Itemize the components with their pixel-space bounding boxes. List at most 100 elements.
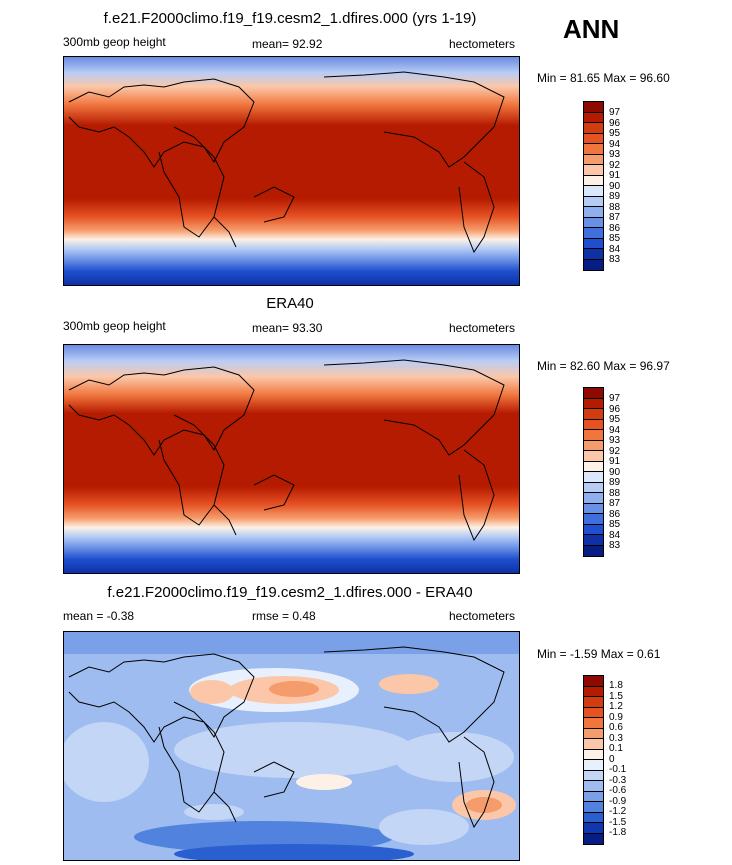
colorbar-obs-seg — [584, 493, 603, 504]
colorbar-obs-seg — [584, 524, 603, 535]
colorbar-obs-seg — [584, 472, 603, 483]
panel-mean-obs: mean= 93.30 — [252, 321, 323, 335]
colorbar-diff-seg — [584, 739, 603, 750]
colorbar-diff-labels: 1.8 1.5 1.2 0.9 0.6 0.3 0.1 0 -0.1 -0.3 … — [609, 680, 627, 839]
colorbar-obs-seg — [584, 388, 603, 399]
colorbar-diff-seg — [584, 791, 603, 802]
colorbar-label: 87 — [609, 212, 621, 223]
colorbar-label: 0 — [609, 753, 615, 765]
colorbar-obs-labels: 97 96 95 94 93 92 91 90 89 88 87 86 85 8… — [609, 393, 621, 552]
colorbar-label: 89 — [609, 191, 621, 202]
colorbar-model-seg — [584, 112, 603, 123]
map-obs — [63, 344, 520, 574]
colorbar-label: 95 — [609, 128, 621, 139]
colorbar-model-seg — [584, 133, 603, 144]
colorbar-label: 83 — [609, 254, 621, 265]
colorbar-label: 85 — [609, 519, 621, 530]
colorbar-label: 88 — [609, 487, 621, 499]
colorbar-label: 0.9 — [609, 711, 623, 723]
colorbar-diff-seg — [584, 697, 603, 708]
map-obs-field — [64, 345, 519, 573]
panel-title-diff: f.e21.F2000climo.f19_f19.cesm2_1.dfires.… — [107, 584, 473, 601]
colorbar-diff — [583, 675, 604, 845]
colorbar-label: 0.6 — [609, 722, 623, 733]
colorbar-obs — [583, 387, 604, 557]
colorbar-label: 89 — [609, 477, 621, 488]
colorbar-diff-seg — [584, 718, 603, 729]
colorbar-obs-seg — [584, 398, 603, 409]
colorbar-label: 84 — [609, 243, 621, 255]
colorbar-diff-seg — [584, 676, 603, 687]
map-model — [63, 56, 520, 286]
colorbar-label: 88 — [609, 201, 621, 213]
colorbar-label: 97 — [609, 393, 621, 404]
panel-minmax-diff: Min = -1.59 Max = 0.61 — [537, 647, 661, 661]
colorbar-label: 0.1 — [609, 743, 623, 754]
colorbar-model-seg — [584, 165, 603, 176]
colorbar-label: -0.1 — [609, 764, 627, 775]
colorbar-model-seg — [584, 102, 603, 113]
colorbar-model-seg — [584, 249, 603, 260]
colorbar-label: 84 — [609, 529, 621, 541]
panel-units-model: hectometers — [449, 37, 516, 51]
colorbar-diff-seg — [584, 781, 603, 792]
colorbar-model-seg — [584, 123, 603, 134]
colorbar-obs-seg — [584, 535, 603, 546]
season-label: ANN — [563, 14, 620, 44]
colorbar-obs-seg — [584, 451, 603, 462]
colorbar-obs-seg — [584, 482, 603, 493]
colorbar-diff-seg — [584, 802, 603, 813]
colorbar-label: 86 — [609, 508, 621, 520]
colorbar-label: 83 — [609, 540, 621, 551]
colorbar-diff-seg — [584, 812, 603, 823]
colorbar-model-seg — [584, 228, 603, 239]
colorbar-obs-seg — [584, 545, 603, 556]
colorbar-label: 93 — [609, 149, 621, 160]
colorbar-label: 95 — [609, 414, 621, 425]
panel-mean-model: mean= 92.92 — [252, 37, 323, 51]
colorbar-model-seg — [584, 175, 603, 186]
colorbar-label: 1.8 — [609, 680, 623, 691]
colorbar-model-seg — [584, 144, 603, 155]
colorbar-label: 96 — [609, 117, 621, 129]
colorbar-label: -1.8 — [609, 827, 627, 838]
colorbar-label: 93 — [609, 435, 621, 446]
coastline-diff — [68, 646, 505, 829]
colorbar-label: 87 — [609, 498, 621, 509]
panel-units-diff: hectometers — [449, 609, 516, 623]
colorbar-label: 1.5 — [609, 690, 623, 702]
colorbar-label: 92 — [609, 445, 621, 457]
colorbar-diff-seg — [584, 823, 603, 834]
colorbar-label: 94 — [609, 138, 621, 150]
coastline-obs — [68, 359, 505, 542]
colorbar-label: 92 — [609, 159, 621, 171]
colorbar-label: 86 — [609, 222, 621, 234]
colorbar-model-seg — [584, 259, 603, 270]
colorbar-obs-seg — [584, 461, 603, 472]
colorbar-model-seg — [584, 207, 603, 218]
panel-title-model: f.e21.F2000climo.f19_f19.cesm2_1.dfires.… — [103, 10, 477, 27]
panel-field-label-obs: 300mb geop height — [63, 319, 166, 333]
panel-mean-diff: mean = -0.38 — [63, 609, 135, 623]
colorbar-obs-seg — [584, 430, 603, 441]
colorbar-label: 96 — [609, 403, 621, 415]
colorbar-model-seg — [584, 154, 603, 165]
panel-minmax-obs: Min = 82.60 Max = 96.97 — [537, 359, 670, 373]
colorbar-label: 85 — [609, 233, 621, 244]
colorbar-label: 0.3 — [609, 732, 623, 744]
colorbar-diff-seg — [584, 833, 603, 844]
colorbar-diff-seg — [584, 728, 603, 739]
colorbar-model-labels: 97 96 95 94 93 92 91 90 89 88 87 86 85 8… — [609, 107, 621, 266]
colorbar-model-seg — [584, 238, 603, 249]
colorbar-obs-seg — [584, 440, 603, 451]
panel-title-obs: ERA40 — [266, 295, 314, 312]
colorbar-label: 1.2 — [609, 701, 623, 712]
colorbar-diff-seg — [584, 749, 603, 760]
map-diff — [63, 631, 520, 861]
colorbar-diff-seg — [584, 686, 603, 697]
panel-rmse-diff: rmse = 0.48 — [252, 609, 316, 623]
colorbar-label: -0.6 — [609, 785, 627, 796]
colorbar-model-seg — [584, 196, 603, 207]
colorbar-label: -0.9 — [609, 795, 627, 807]
colorbar-label: 94 — [609, 424, 621, 436]
